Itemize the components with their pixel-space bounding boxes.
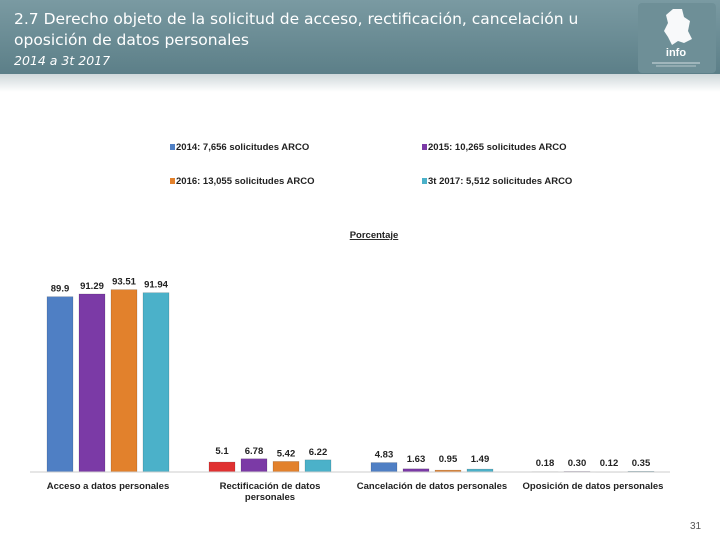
- chart-legend: 2014: 7,656 solicitudes ARCO 2015: 10,265…: [170, 142, 572, 187]
- value-label-rectificacion-de-datos-personales-3: 6.22: [309, 447, 328, 458]
- legend-swatch-1: [422, 144, 427, 150]
- value-label-cancelacion-de-datos-personales-1: 1.63: [407, 454, 426, 465]
- category-label-oposicion-de-datos-personales: Oposición de datos personales: [523, 481, 664, 492]
- legend-swatch-0: [170, 144, 175, 150]
- value-label-acceso-a-datos-personales-3: 91.94: [144, 280, 168, 291]
- value-label-oposicion-de-datos-personales-2: 0.12: [600, 458, 619, 469]
- value-label-acceso-a-datos-personales-0: 89.9: [51, 284, 70, 295]
- value-label-acceso-a-datos-personales-1: 91.29: [80, 281, 104, 292]
- value-label-cancelacion-de-datos-personales-3: 1.49: [471, 454, 490, 465]
- header-shadow: [0, 74, 720, 92]
- bar-cancelacion-de-datos-personales-0: [370, 462, 398, 473]
- value-label-oposicion-de-datos-personales-0: 0.18: [536, 458, 555, 469]
- slide-subtitle: 2014 a 3t 2017: [14, 53, 111, 68]
- bar-rectificacion-de-datos-personales-1: [240, 458, 268, 473]
- bar-rectificacion-de-datos-personales-2: [272, 461, 300, 473]
- legend-label-0: 2014: 7,656 solicitudes ARCO: [176, 142, 309, 153]
- legend-swatch-2: [170, 178, 175, 184]
- value-label-rectificacion-de-datos-personales-0: 5.1: [215, 446, 229, 457]
- legend-label-3: 3t 2017: 5,512 solicitudes ARCO: [428, 176, 572, 187]
- value-label-oposicion-de-datos-personales-1: 0.30: [568, 458, 587, 469]
- legend-swatch-3: [422, 178, 427, 184]
- info-logo: info: [638, 3, 716, 73]
- legend-label-1: 2015: 10,265 solicitudes ARCO: [428, 142, 567, 153]
- value-label-rectificacion-de-datos-personales-1: 6.78: [245, 446, 264, 457]
- page-number: 31: [690, 521, 702, 532]
- chart-title: Porcentaje: [350, 230, 399, 241]
- value-label-acceso-a-datos-personales-2: 93.51: [112, 277, 136, 288]
- bar-rectificacion-de-datos-personales-3: [304, 459, 332, 473]
- logo-icon: info: [652, 9, 700, 67]
- value-label-cancelacion-de-datos-personales-0: 4.83: [375, 450, 394, 461]
- legend-label-2: 2016: 13,055 solicitudes ARCO: [176, 176, 315, 187]
- category-label-cancelacion-de-datos-personales: Cancelación de datos personales: [357, 481, 507, 492]
- value-label-rectificacion-de-datos-personales-2: 5.42: [277, 448, 296, 459]
- bar-acceso-a-datos-personales-1: [78, 293, 106, 473]
- category-labels: Acceso a datos personales Rectificación d…: [47, 481, 664, 503]
- logo-text: info: [666, 47, 686, 59]
- bar-acceso-a-datos-personales-3: [142, 292, 170, 473]
- category-label-rectificacion-de-datos-personales: Rectificación de datos personales: [220, 481, 321, 503]
- bar-acceso-a-datos-personales-2: [110, 289, 138, 473]
- category-label-acceso-a-datos-personales: Acceso a datos personales: [47, 481, 170, 492]
- slide-title: 2.7 Derecho objeto de la solicitud de ac…: [14, 10, 579, 49]
- bars-group: 89.9 91.29 93.51 91.94 5.1 6.78 5.42 6.22 4.83 1.…: [46, 277, 655, 473]
- bar-acceso-a-datos-personales-0: [46, 296, 74, 473]
- bar-rectificacion-de-datos-personales-0: [208, 461, 236, 473]
- value-label-cancelacion-de-datos-personales-2: 0.95: [439, 454, 458, 465]
- bar-chart: 2014: 7,656 solicitudes ARCO 2015: 10,265…: [30, 142, 670, 503]
- slide-header: [0, 0, 720, 74]
- value-label-oposicion-de-datos-personales-3: 0.35: [632, 458, 651, 469]
